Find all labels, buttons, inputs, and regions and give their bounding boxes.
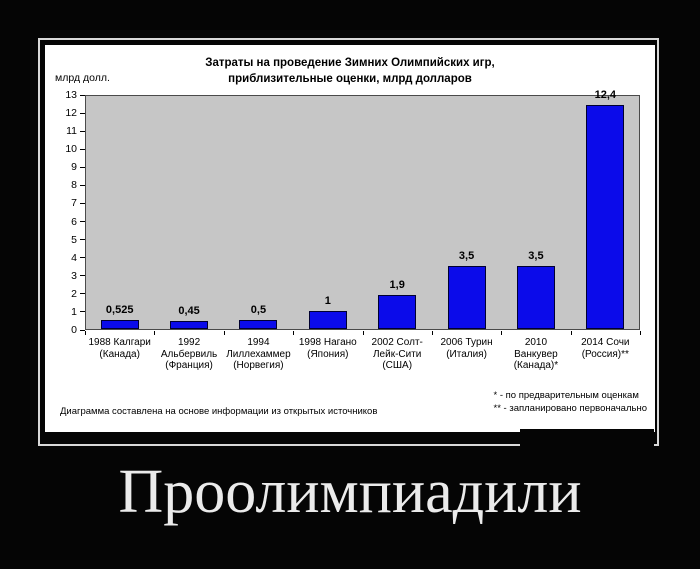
x-tick-mark: [640, 331, 641, 335]
y-tick-mark: [80, 94, 85, 96]
y-tick-label: 11: [66, 125, 77, 138]
y-tick-label: 9: [71, 161, 77, 174]
y-tick-mark: [80, 221, 85, 223]
corner-patch: [520, 429, 654, 447]
y-tick-label: 7: [71, 197, 77, 210]
y-tick-mark: [80, 239, 85, 241]
y-tick-mark: [80, 202, 85, 204]
y-tick-mark: [80, 311, 85, 313]
y-tick-label: 13: [65, 89, 77, 101]
x-tick-mark: [293, 331, 295, 335]
y-tick-label: 8: [71, 179, 77, 192]
bar-value-label: 0,525: [105, 303, 134, 316]
bar: [586, 104, 625, 329]
y-tick-label: 6: [71, 215, 77, 228]
bar-value-label: 3,5: [458, 249, 475, 262]
x-tick-mark: [431, 331, 433, 335]
bar-value-label: 1,9: [389, 278, 405, 291]
bar-value-label: 1: [324, 294, 331, 307]
y-tick-mark: [80, 112, 85, 114]
x-category-label: 1992 Альбервиль (Франция): [160, 337, 218, 371]
y-tick-label: 0: [71, 324, 77, 336]
footnote-preliminary: * - по предварительным оценкам: [493, 390, 639, 401]
x-tick-mark: [154, 331, 156, 335]
x-category-label: 1998 Нагано (Япония): [298, 337, 357, 360]
x-tick-mark: [501, 331, 503, 335]
y-tick-label: 3: [71, 269, 77, 282]
footnote-planned: ** - запланировано первоначально: [493, 403, 647, 414]
y-tick-label: 2: [71, 287, 77, 300]
x-tick-mark: [362, 331, 364, 335]
x-category-label: 2014 Сочи (Россия)**: [581, 337, 630, 360]
bar: [239, 319, 278, 329]
source-note: Диаграмма составлена на основе информаци…: [60, 406, 378, 417]
x-category-label: 2010 Ванкувер (Канада)*: [513, 337, 559, 371]
x-category-label: 2002 Солт- Лейк-Сити (США): [371, 337, 423, 371]
x-tick-mark: [570, 331, 572, 335]
y-tick-mark: [80, 184, 85, 186]
y-tick-label: 4: [71, 251, 77, 264]
bar: [308, 310, 347, 329]
y-tick-mark: [80, 293, 85, 295]
bar-value-label: 0,5: [250, 303, 267, 316]
footnotes: * - по предварительным оценкам ** - запл…: [494, 389, 647, 415]
x-category-label: 1988 Калгари (Канада): [88, 337, 151, 360]
bar-value-label: 12,4: [594, 88, 617, 101]
bar: [447, 265, 486, 329]
x-category-label: 2006 Турин (Италия): [440, 337, 493, 360]
y-tick-mark: [80, 257, 85, 259]
demotivator-frame: [38, 38, 659, 446]
y-tick-label: 1: [71, 305, 77, 318]
chart-image: Затраты на проведение Зимних Олимпийских…: [45, 45, 655, 432]
bar: [516, 265, 555, 329]
chart-title: Затраты на проведение Зимних Олимпийских…: [205, 57, 495, 85]
y-tick-label: 5: [71, 233, 77, 246]
plot-area: [85, 95, 640, 330]
y-tick-label: 10: [65, 143, 77, 156]
bar-value-label: 0,45: [178, 304, 200, 317]
x-tick-mark: [85, 331, 86, 335]
y-tick-mark: [80, 329, 85, 331]
y-tick-mark: [80, 275, 85, 277]
y-tick-mark: [80, 166, 85, 168]
bar-value-label: 3,5: [528, 249, 544, 262]
y-tick-mark: [80, 130, 85, 132]
y-tick-mark: [80, 148, 85, 150]
caption: Проолимпиадили: [118, 458, 582, 526]
x-tick-mark: [223, 331, 225, 335]
y-tick-label: 12: [65, 107, 77, 120]
x-category-label: 1994 Лиллехаммер (Норвегия): [226, 337, 291, 371]
bar: [170, 320, 209, 329]
bar: [378, 294, 417, 329]
y-axis-unit-label: млрд долл.: [55, 72, 110, 84]
bar: [100, 319, 139, 329]
